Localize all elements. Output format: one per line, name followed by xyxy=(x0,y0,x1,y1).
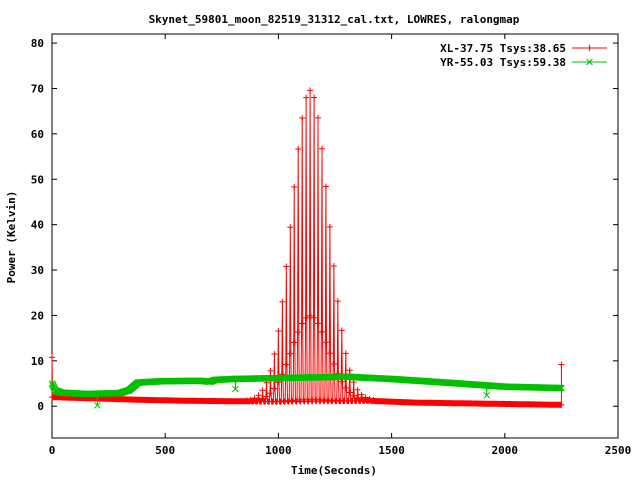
y-tick-label: 60 xyxy=(31,128,44,141)
x-tick-label: 500 xyxy=(155,444,175,457)
x-tick-label: 1500 xyxy=(378,444,405,457)
series-yr-markers xyxy=(48,373,565,409)
y-tick-label: 40 xyxy=(31,219,44,232)
y-tick-label: 20 xyxy=(31,309,44,322)
y-tick-label: 80 xyxy=(31,37,44,50)
series-xl xyxy=(49,87,565,408)
x-axis-label: Time(Seconds) xyxy=(291,464,377,477)
y-tick-label: 0 xyxy=(37,400,44,413)
y-tick-label: 70 xyxy=(31,82,44,95)
y-axis: 0 10 20 30 40 50 60 70 80 xyxy=(31,37,618,413)
legend-label-yr: YR-55.03 Tsys:59.38 xyxy=(440,56,566,69)
x-axis: 0 500 1000 1500 2000 2500 xyxy=(49,34,632,457)
legend-marker-xl xyxy=(586,45,593,51)
plot-area xyxy=(51,33,619,439)
series-xl-markers xyxy=(49,87,565,408)
legend: XL-37.75 Tsys:38.65 YR-55.03 Tsys:59.38 xyxy=(440,42,607,69)
y-axis-label: Power (Kelvin) xyxy=(5,191,18,284)
series-yr xyxy=(48,373,565,409)
x-tick-label: 0 xyxy=(49,444,56,457)
x-tick-label: 2500 xyxy=(605,444,632,457)
chart-title: Skynet_59801_moon_82519_31312_cal.txt, L… xyxy=(149,13,520,26)
y-tick-label: 30 xyxy=(31,264,44,277)
legend-marker-yr xyxy=(586,58,593,66)
x-tick-label: 2000 xyxy=(492,444,519,457)
x-tick-label: 1000 xyxy=(265,444,292,457)
y-tick-label: 10 xyxy=(31,355,44,368)
legend-label-xl: XL-37.75 Tsys:38.65 xyxy=(440,42,566,55)
series-layer xyxy=(48,87,565,409)
y-tick-label: 50 xyxy=(31,173,44,186)
plot-frame xyxy=(51,33,619,439)
